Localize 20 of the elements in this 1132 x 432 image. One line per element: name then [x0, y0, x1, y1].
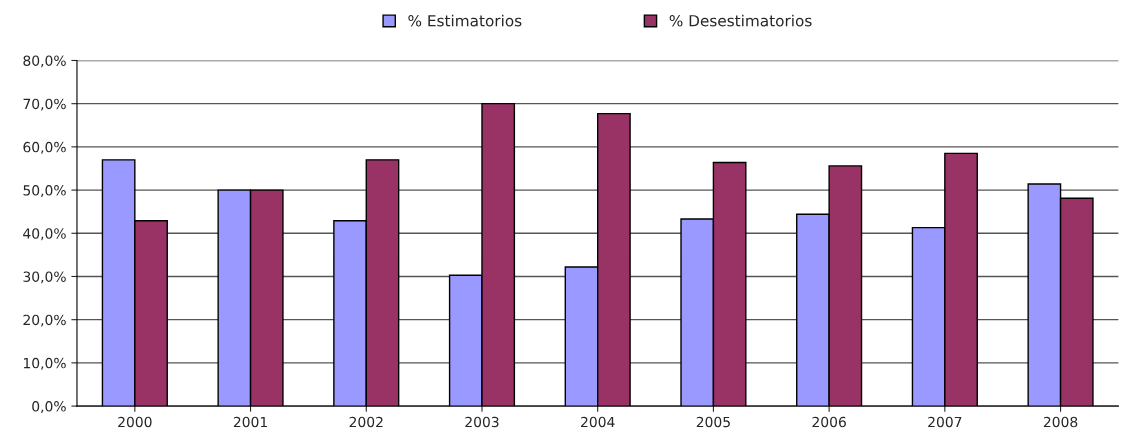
x-tick-label: 2007	[928, 416, 962, 428]
y-tick-label: 20,0%	[23, 314, 66, 327]
x-tick-label: 2002	[349, 416, 383, 428]
x-tick-label: 2006	[812, 416, 846, 428]
y-tick-label: 40,0%	[23, 228, 66, 241]
x-tick-label: 2003	[465, 416, 499, 428]
y-tick-label: 60,0%	[23, 141, 66, 154]
x-tick-label: 2004	[581, 416, 615, 428]
y-tick-label: 30,0%	[23, 271, 66, 284]
legend-label: % Estimatorios	[408, 14, 522, 27]
x-tick-label: 2008	[1043, 416, 1078, 428]
x-tick-label: 2005	[696, 416, 730, 428]
x-tick-label: 2001	[233, 416, 267, 428]
legend-label: % Desestimatorios	[669, 14, 812, 27]
x-tick-label: 2000	[118, 416, 152, 428]
y-tick-label: 10,0%	[23, 357, 66, 370]
y-tick-label: 70,0%	[23, 98, 66, 111]
y-tick-label: 50,0%	[23, 185, 66, 197]
y-tick-label: 80,0%	[23, 55, 66, 68]
y-tick-label: 0,0%	[32, 401, 66, 413]
